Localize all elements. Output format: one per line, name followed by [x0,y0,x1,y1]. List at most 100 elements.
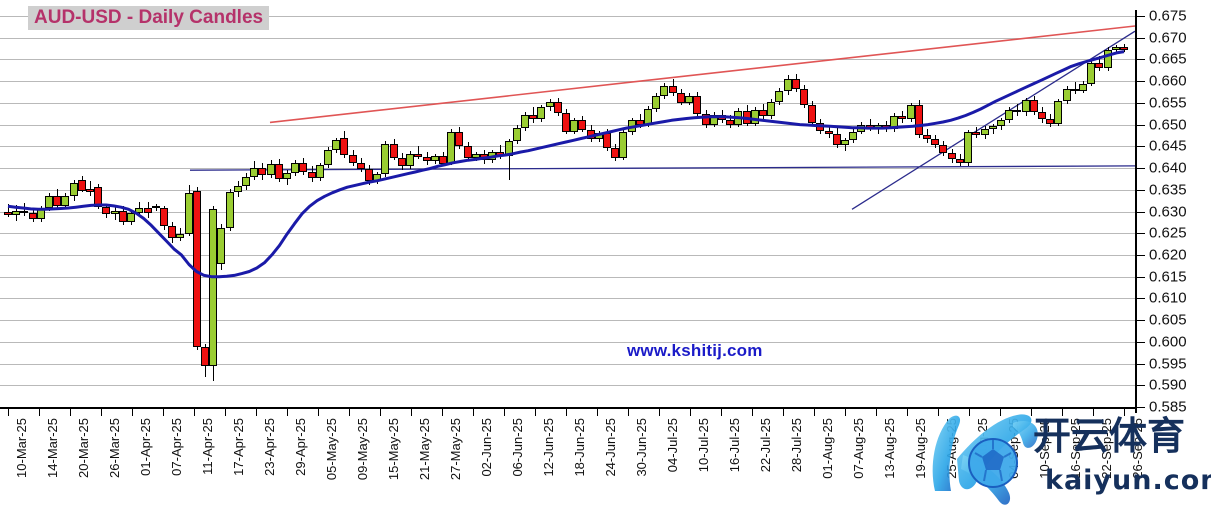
y-axis-label: 0.630 [1149,203,1187,220]
x-axis-tick [349,407,350,416]
candle-down [20,210,29,214]
candle-up [1062,88,1071,102]
candle-down [168,226,177,238]
x-axis-label: 18-Jun-25 [572,418,587,477]
candle-down [307,172,316,178]
x-axis-tick [39,407,40,416]
candle-down [955,159,964,163]
candle-up [988,126,997,129]
candle-up [266,163,275,175]
candle-down [143,208,152,214]
x-axis-tick [814,407,815,416]
candle-down [397,157,406,167]
gridline [0,211,1135,213]
x-axis-label: 04-Sep-25 [1006,418,1021,479]
x-axis-label: 01-Aug-25 [820,418,835,479]
x-axis-label: 29-Aug-25 [975,418,990,479]
candle-up [61,195,70,207]
candle-down [53,195,62,207]
candle-down [77,180,86,191]
candle-up [1087,62,1096,84]
candle-up [906,105,915,120]
candle-down [799,88,808,106]
page-title: AUD-USD - Daily Candles [34,7,264,28]
candle-down [159,208,168,227]
x-axis-label: 29-Apr-25 [293,418,308,476]
x-axis-tick [752,407,753,416]
gridline [0,59,1135,61]
plot-area [0,16,1135,408]
y-axis-label: 0.585 [1149,398,1187,416]
candle-down [463,146,472,158]
y-axis-label: 0.670 [1149,29,1187,47]
candle-up [69,182,78,196]
candle-down [676,93,685,103]
x-axis-tick [969,407,970,416]
candle-up [225,192,234,228]
gridline [0,254,1135,256]
candle-up [12,210,21,215]
gridline [0,81,1135,83]
candle-up [1111,47,1120,50]
candle-down [1046,119,1055,124]
candle-up [520,115,529,129]
candle-up [471,154,480,158]
y-axis-label: 0.645 [1149,137,1187,155]
x-axis-tick [101,407,102,416]
candle-down [365,168,374,182]
candle-down [1095,62,1104,69]
candle-up [430,155,439,162]
candle-up [250,168,259,177]
x-axis-label: 26-Mar-25 [107,418,122,478]
x-axis-tick [411,407,412,416]
x-axis-label: 14-Mar-25 [45,418,60,478]
y-axis-label: 0.595 [1149,355,1187,373]
candle-down [529,115,538,120]
chart-title-banner: AUD-USD - Daily Candles [28,6,270,30]
candle-down [1070,88,1079,91]
y-axis-tick [1136,341,1145,343]
gridline [0,189,1135,191]
x-axis-label: 07-Aug-25 [851,418,866,479]
x-axis-label: 24-Jun-25 [603,418,618,477]
y-axis-tick [1136,37,1145,39]
candle-up [1103,49,1112,69]
candle-up [110,210,119,215]
x-axis-label: 15-May-25 [386,418,401,481]
x-axis-label: 26-Sep-25 [1130,418,1145,479]
gridline [0,298,1135,300]
x-axis-tick [876,407,877,416]
candle-down [151,206,160,209]
gridline [0,363,1135,365]
candle-wick [8,203,9,217]
candlestick-series [0,16,1135,407]
candle-wick [500,145,502,160]
x-axis-label: 28-Jul-25 [789,418,804,473]
x-axis-tick [1124,407,1125,416]
y-axis-tick [1136,59,1145,61]
gridline [0,276,1135,278]
y-axis-label: 0.635 [1149,181,1187,199]
candle-up [570,120,579,132]
candle-down [200,347,209,367]
candle-down [1029,100,1038,113]
candle-wick [976,127,978,138]
candle-down [562,113,570,132]
candle-up [184,193,193,235]
candle-up [332,140,341,150]
candle-up [127,213,136,222]
candle-down [274,163,283,180]
x-axis [0,407,1135,409]
candle-down [258,168,267,175]
candle-down [356,162,365,169]
moving-average-path [7,50,1125,279]
x-axis-tick [628,407,629,416]
candle-down [791,78,800,89]
y-axis-label: 0.610 [1149,289,1187,307]
x-axis-label: 16-Sep-25 [1068,418,1083,479]
candle-wick [90,181,92,196]
candle-up [545,102,554,108]
gridline [0,146,1135,148]
y-axis-tick [1136,168,1145,170]
y-axis-tick [1136,189,1145,191]
